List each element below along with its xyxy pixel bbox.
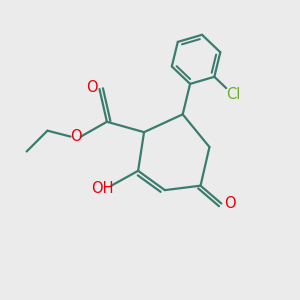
Text: O: O [70, 129, 82, 144]
Text: OH: OH [91, 181, 114, 196]
Text: O: O [86, 80, 98, 95]
Text: Cl: Cl [226, 87, 240, 102]
Text: O: O [224, 196, 236, 211]
